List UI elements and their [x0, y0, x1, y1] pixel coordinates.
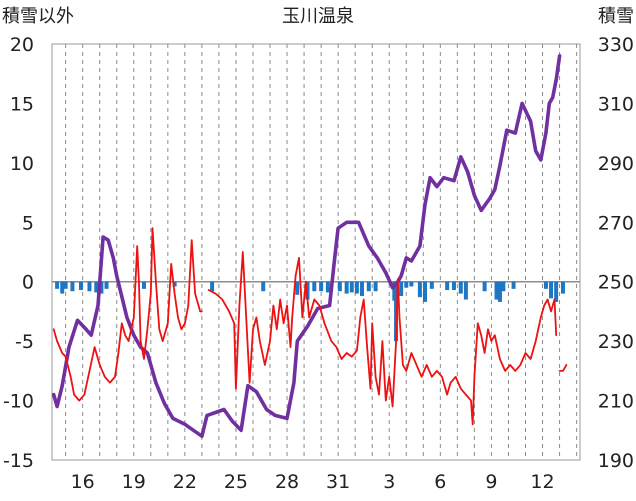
snowfall-bar [409, 281, 414, 287]
left-tick-label: -15 [3, 450, 34, 472]
snowfall-bar [445, 281, 450, 291]
snowfall-bar [399, 281, 404, 296]
snowfall-bar [373, 281, 378, 292]
snowfall-bar [63, 281, 68, 289]
snowfall-bar [70, 281, 75, 292]
snowfall-bar [295, 281, 300, 295]
right-tick-label: 270 [598, 212, 634, 234]
left-tick-label: 20 [10, 34, 34, 56]
snowfall-bar [549, 281, 554, 299]
snowfall-bar [497, 281, 502, 302]
x-tick-label: 19 [122, 471, 146, 493]
left-tick-label: 0 [22, 272, 34, 294]
snowfall-bar [463, 281, 468, 300]
snowfall-bar [458, 281, 463, 294]
right-tick-label: 310 [598, 93, 634, 115]
right-axis-label: 積雪 [598, 6, 634, 27]
snowfall-bar [560, 281, 565, 294]
x-tick-label: 22 [173, 471, 197, 493]
left-tick-label: -10 [3, 391, 34, 413]
left-tick-label: 10 [10, 153, 34, 175]
left-tick-label: 15 [10, 93, 34, 115]
snowfall-bar [78, 281, 83, 291]
snow-depth-line [51, 54, 562, 439]
snowfall-bar [554, 281, 559, 302]
plot-area [51, 43, 581, 461]
snowfall-bar [423, 281, 428, 302]
chart-title: 玉川温泉 [282, 6, 354, 27]
left-axis-label: 積雪以外 [2, 6, 74, 27]
left-tick-label: -5 [15, 331, 34, 353]
x-tick-label: 9 [485, 471, 497, 493]
snowfall-bar [451, 281, 456, 291]
snowfall-bar [417, 281, 422, 298]
snowfall-bar [312, 281, 317, 292]
x-tick-label: 6 [434, 471, 446, 493]
snowfall-bar [319, 281, 324, 292]
right-tick-label: 250 [598, 272, 634, 294]
snowfall-bar [344, 281, 349, 294]
snowfall-bar [501, 281, 506, 292]
x-tick-label: 28 [275, 471, 299, 493]
snowfall-bar [87, 281, 92, 292]
snowfall-bar [404, 281, 409, 288]
snowfall-bar [172, 281, 177, 287]
snowfall-bar [482, 281, 487, 292]
x-tick-label: 3 [383, 471, 395, 493]
snowfall-bar [511, 281, 516, 289]
snowfall-bar [99, 281, 104, 294]
snowfall-bar [337, 281, 342, 292]
snowfall-bar [94, 281, 99, 293]
snowfall-bar [354, 281, 359, 294]
x-tick-label: 25 [224, 471, 248, 493]
snowfall-bar [104, 281, 109, 289]
x-tick-label: 31 [326, 471, 350, 493]
snowfall-bar [325, 281, 330, 293]
left-tick-label: 5 [22, 212, 34, 234]
temperature-line [558, 363, 568, 372]
right-tick-label: 290 [598, 153, 634, 175]
snowfall-bar [55, 281, 60, 289]
snowfall-bar [141, 281, 146, 289]
temperature-line [207, 251, 558, 426]
snowfall-bar [366, 281, 371, 292]
right-tick-label: 190 [598, 450, 634, 472]
right-tick-label: 210 [598, 391, 634, 413]
snowfall-bar [429, 281, 434, 289]
x-tick-label: 16 [71, 471, 95, 493]
right-tick-label: 230 [598, 331, 634, 353]
x-tick-label: 12 [530, 471, 554, 493]
snowfall-bar [210, 281, 215, 292]
snowfall-bar [261, 281, 266, 292]
temperature-line [52, 227, 203, 402]
snowfall-bar [349, 281, 354, 293]
snowfall-bar [543, 281, 548, 289]
snowfall-bar [359, 281, 364, 296]
snowfall-bar [60, 281, 65, 294]
right-tick-label: 330 [598, 34, 634, 56]
snowfall-bar [494, 281, 499, 300]
